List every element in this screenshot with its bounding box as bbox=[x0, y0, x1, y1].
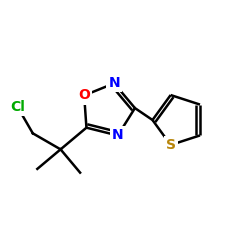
Text: O: O bbox=[78, 88, 90, 102]
Text: N: N bbox=[108, 76, 120, 90]
Text: Cl: Cl bbox=[10, 100, 25, 114]
Text: N: N bbox=[112, 128, 124, 142]
Text: S: S bbox=[166, 138, 176, 152]
